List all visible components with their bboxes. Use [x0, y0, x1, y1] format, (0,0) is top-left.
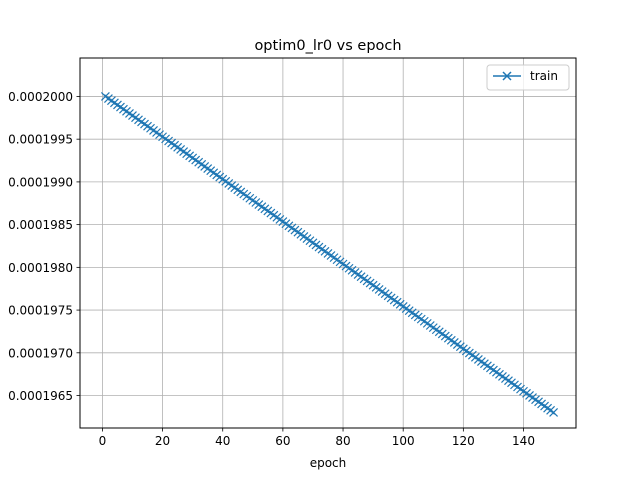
- chart-title: optim0_lr0 vs epoch: [254, 38, 401, 54]
- x-tick-label: 40: [215, 434, 230, 448]
- legend-series-marker: [502, 71, 512, 81]
- series-layer: [100, 92, 559, 417]
- x-tick-label: 140: [512, 434, 535, 448]
- y-tick-label: 0.0001995: [8, 133, 73, 147]
- grid-lines: [80, 58, 576, 428]
- legend-label-train: train: [530, 69, 558, 83]
- plot-area-frame: [79, 57, 577, 429]
- legend: train: [486, 64, 570, 91]
- y-tick-label: 0.0001985: [8, 218, 73, 232]
- tick-layer: 0 20 40 60 80 100 120 140 0.0001965 0.0001970 0.00…: [8, 90, 535, 448]
- x-axis-label: epoch: [310, 456, 347, 470]
- x-tick-label: 0: [99, 434, 107, 448]
- x-tick-label: 120: [452, 434, 475, 448]
- y-tick-label: 0.0001980: [8, 261, 73, 275]
- x-tick-label: 80: [335, 434, 350, 448]
- x-tick-label: 100: [392, 434, 415, 448]
- legend-box: [486, 64, 570, 91]
- y-tick-label: 0.0001990: [8, 175, 73, 189]
- y-tick-label: 0.0001970: [8, 346, 73, 360]
- y-tick-label: 0.0002000: [8, 90, 73, 104]
- data-point-marker: [549, 408, 559, 417]
- y-tick-label: 0.0001975: [8, 304, 73, 318]
- x-tick-label: 20: [155, 434, 170, 448]
- y-tick-label: 0.0001965: [8, 389, 73, 403]
- x-tick-label: 60: [275, 434, 290, 448]
